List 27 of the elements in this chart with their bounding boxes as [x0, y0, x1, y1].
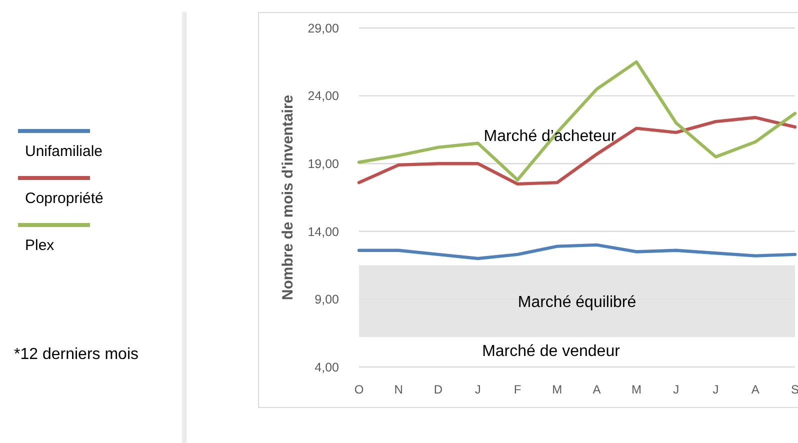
x-tick-label: M [631, 382, 642, 397]
x-tick-label: A [751, 382, 760, 397]
x-tick-label: F [514, 382, 522, 397]
x-tick-label: N [394, 382, 403, 397]
y-tick-label: 29,00 [308, 21, 340, 36]
line-series [357, 116, 797, 186]
y-tick-label: 4,00 [314, 360, 340, 374]
x-tick-label: A [592, 382, 601, 397]
annotation: Marché de vendeur [481, 342, 621, 362]
x-tick-label: D [434, 382, 443, 397]
x-tick-label: J [712, 382, 719, 397]
y-tick-label: 9,00 [314, 292, 340, 307]
line-series [357, 60, 797, 182]
band-label: Marché équilibré [518, 294, 636, 311]
y-tick-label: 14,00 [308, 224, 340, 239]
x-tick-label: M [552, 382, 562, 397]
legend-label: Copropriété [25, 190, 104, 208]
line-series [357, 243, 797, 260]
y-tick-label: 19,00 [308, 157, 340, 172]
y-tick-label: 24,00 [308, 89, 340, 104]
x-tick-label: O [354, 382, 364, 397]
x-tick-label: J [673, 382, 680, 397]
y-axis-title: Nombre de mois d'inventaire [279, 94, 296, 300]
legend-label: Unifamiliale [25, 143, 104, 161]
x-tick-label: J [474, 382, 481, 397]
legend-label: Plex [25, 237, 56, 255]
text: *12 derniers mois [14, 345, 140, 365]
